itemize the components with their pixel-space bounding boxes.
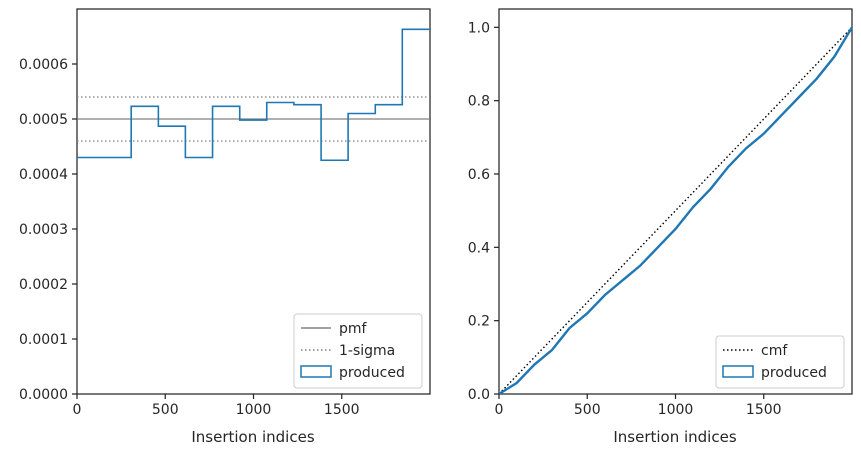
legend-label: cmf [761,343,788,359]
right-ytick-label: 0.8 [468,94,490,110]
left-ytick-label: 0.0004 [19,167,68,183]
series-cmf [498,26,853,395]
legend-label: produced [761,365,827,381]
left-y-axis-ticks: 0.0000 0.0001 0.0002 0.0003 0.0004 0.0005 0.00… [19,57,77,403]
left-x-axis-label: Insertion indices [191,428,314,446]
legend-label: 1-sigma [339,343,395,359]
left-x-axis-ticks: 0 500 1000 1500 [73,394,360,418]
right-ytick-label: 0.6 [468,167,490,183]
right-legend: cmf produced [715,335,845,389]
legend-swatch-produced [300,365,332,378]
right-xtick-label: 500 [574,402,601,418]
right-xtick-label: 1000 [658,402,694,418]
produced-histogram [77,28,430,162]
pmf-panel: 0.0000 0.0001 0.0002 0.0003 0.0004 0.0005 0.00… [19,8,431,446]
legend-label: pmf [339,321,368,337]
legend-label: produced [339,365,405,381]
left-legend: pmf 1-sigma produced [293,313,423,389]
left-ytick-label: 0.0003 [19,222,68,238]
left-ytick-label: 0.0005 [19,112,68,128]
legend-frame [715,335,845,389]
left-xtick-label: 500 [152,402,179,418]
right-x-axis-label: Insertion indices [613,428,736,446]
left-ytick-label: 0.0002 [19,277,68,293]
left-ytick-label: 0.0006 [19,57,68,73]
legend-frame [293,313,423,389]
right-x-axis-ticks: 0 500 1000 1500 [495,394,782,418]
right-ytick-label: 0.4 [468,240,490,256]
right-ytick-label: 0.2 [468,314,490,330]
right-xtick-label: 1500 [746,402,782,418]
right-ytick-label: 0.0 [468,387,490,403]
left-ytick-label: 0.0001 [19,332,68,348]
legend-swatch-produced [722,365,754,378]
cmf-panel: 0.0 0.2 0.4 0.6 0.8 1.0 0 500 1000 1500 Insertio… [468,8,854,446]
right-xtick-label: 0 [495,402,504,418]
right-y-axis-ticks: 0.0 0.2 0.4 0.6 0.8 1.0 [468,20,499,403]
left-xtick-label: 1500 [324,402,360,418]
left-xtick-label: 0 [73,402,82,418]
right-ytick-label: 1.0 [468,20,490,36]
left-ytick-label: 0.0000 [19,387,68,403]
left-xtick-label: 1000 [236,402,272,418]
series-produced [498,26,854,396]
